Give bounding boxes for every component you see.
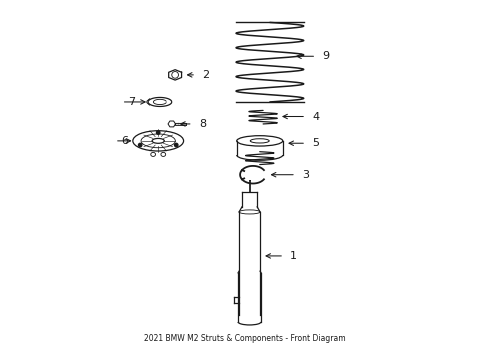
Circle shape	[174, 143, 178, 147]
Text: 5: 5	[311, 138, 319, 148]
Text: 6: 6	[121, 136, 128, 146]
Text: 1: 1	[289, 251, 297, 261]
Text: 7: 7	[127, 97, 135, 107]
Text: 8: 8	[199, 119, 205, 129]
Text: 4: 4	[311, 112, 319, 122]
Text: 3: 3	[302, 170, 308, 180]
Circle shape	[138, 143, 142, 147]
Text: 2021 BMW M2 Struts & Components - Front Diagram: 2021 BMW M2 Struts & Components - Front …	[143, 334, 345, 343]
Circle shape	[156, 131, 160, 134]
Text: 2: 2	[202, 70, 209, 80]
Text: 9: 9	[322, 51, 329, 61]
